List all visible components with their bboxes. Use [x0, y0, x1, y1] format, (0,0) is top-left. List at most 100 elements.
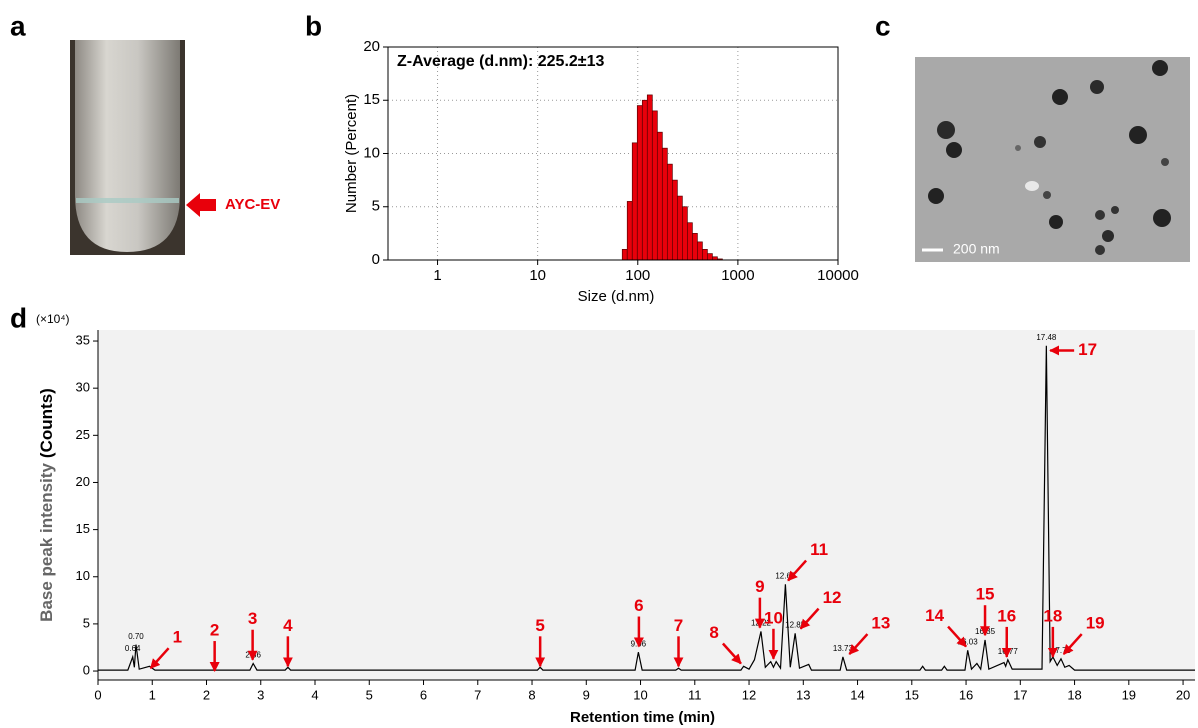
- bar: [682, 206, 688, 261]
- bar: [621, 249, 628, 261]
- y-tick-label: 25: [76, 427, 90, 442]
- x-tick-label: 18: [1067, 687, 1081, 702]
- peak-label: 13.73: [833, 644, 854, 653]
- annotation-arrow: [787, 559, 808, 582]
- y-axis-label-part: (Counts): [37, 388, 56, 458]
- x-tick-label: 17: [1013, 687, 1027, 702]
- x-tick-label: 8: [528, 687, 535, 702]
- panel-letter: b: [305, 10, 322, 41]
- x-tick-label: 19: [1122, 687, 1136, 702]
- bar: [646, 94, 653, 261]
- panel-letter: c: [875, 10, 891, 41]
- bar: [707, 253, 713, 261]
- plot-frame: [387, 46, 839, 261]
- annotation-label: 11: [810, 540, 828, 559]
- x-tick-label: 11: [688, 687, 702, 702]
- annotation-label: 3: [248, 609, 257, 628]
- plot-background: [98, 330, 1195, 680]
- annotation-label: 4: [283, 616, 293, 635]
- peak-label: 16.77: [998, 647, 1019, 656]
- annotation-label: 8: [709, 623, 718, 642]
- tube-photo: [70, 40, 185, 255]
- annotation-label: 1: [173, 628, 182, 647]
- annotation-arrow: [721, 642, 742, 665]
- x-tick-label: 100: [625, 267, 650, 284]
- annotation-label: 17: [1078, 340, 1097, 359]
- y-axis-label-part: Base peak intensity: [37, 463, 56, 622]
- bar: [692, 233, 698, 261]
- annotation-label: 18: [1043, 606, 1062, 625]
- y-tick-label: 30: [76, 380, 90, 395]
- annotation-arrow: [947, 625, 967, 648]
- scale-bar-label: 200 nm: [953, 241, 1000, 257]
- bar: [626, 201, 633, 261]
- y-tick-label: 0: [83, 662, 90, 677]
- annotation-arrow: [1062, 633, 1083, 655]
- annotation-label: 15: [976, 585, 995, 604]
- bar: [687, 222, 693, 261]
- x-tick-label: 10: [633, 687, 647, 702]
- bar: [702, 249, 708, 261]
- x-tick-label: 10000: [817, 267, 859, 284]
- x-tick-label: 9: [583, 687, 590, 702]
- annotation-label: 6: [634, 596, 643, 615]
- annotation-label: 9: [755, 577, 764, 596]
- x-tick-label: 12: [742, 687, 756, 702]
- x-tick-label: 3: [257, 687, 264, 702]
- y-unit-label: (×10⁴): [36, 312, 70, 326]
- x-tick-label: 0: [94, 687, 101, 702]
- annotation-arrow: [799, 607, 820, 630]
- image-annotation: AYC-EV: [225, 196, 280, 213]
- y-axis-label: Base peak intensity (Counts): [37, 388, 56, 622]
- y-tick-label: 10: [363, 144, 380, 161]
- bar: [636, 105, 643, 261]
- x-tick-label: 13: [796, 687, 810, 702]
- peak-label: 16.03: [958, 637, 979, 646]
- annotation-arrow: [848, 633, 869, 655]
- x-tick-label: 10: [529, 267, 546, 284]
- y-tick-label: 0: [372, 251, 380, 268]
- bar: [641, 99, 648, 261]
- y-tick-label: 15: [76, 521, 90, 536]
- bar: [676, 195, 683, 261]
- peak-label: 0.64: [125, 644, 141, 653]
- chromatogram-trace: [98, 345, 1195, 671]
- peak-label: 12.85: [785, 620, 806, 629]
- pointer-arrow: [186, 193, 216, 217]
- annotation-label: 10: [764, 608, 783, 627]
- peak-label: 12.67: [775, 571, 796, 580]
- y-tick-label: 20: [76, 474, 90, 489]
- annotation-label: 14: [925, 606, 944, 625]
- y-tick-label: 5: [83, 615, 90, 630]
- y-tick-label: 20: [363, 38, 380, 55]
- bar: [651, 110, 658, 261]
- bar: [631, 142, 638, 261]
- tem-image: [915, 57, 1190, 262]
- x-tick-label: 1: [433, 267, 441, 284]
- y-tick-label: 15: [363, 91, 380, 108]
- bar: [666, 163, 673, 261]
- x-tick-label: 6: [420, 687, 427, 702]
- annotation-label: 16: [997, 606, 1016, 625]
- peak-label: 17.75: [1051, 646, 1072, 655]
- annotation-label: 2: [210, 621, 219, 640]
- x-tick-label: 1000: [721, 267, 754, 284]
- annotation-label: 5: [535, 616, 544, 635]
- x-tick-label: 2: [203, 687, 210, 702]
- annotation-label: 7: [674, 616, 683, 635]
- annotation-label: 12: [823, 588, 842, 607]
- x-axis-label: Retention time (min): [570, 709, 715, 726]
- y-tick-label: 10: [76, 568, 90, 583]
- x-axis-label: Size (d.nm): [578, 288, 655, 305]
- panel-letter: a: [10, 10, 26, 41]
- x-tick-label: 5: [366, 687, 373, 702]
- x-tick-label: 14: [850, 687, 864, 702]
- panel-letter: d: [10, 302, 27, 333]
- x-tick-label: 16: [959, 687, 973, 702]
- y-tick-label: 5: [372, 198, 380, 215]
- x-tick-label: 7: [474, 687, 481, 702]
- x-tick-label: 4: [311, 687, 318, 702]
- x-tick-label: 1: [149, 687, 156, 702]
- x-tick-label: 20: [1176, 687, 1190, 702]
